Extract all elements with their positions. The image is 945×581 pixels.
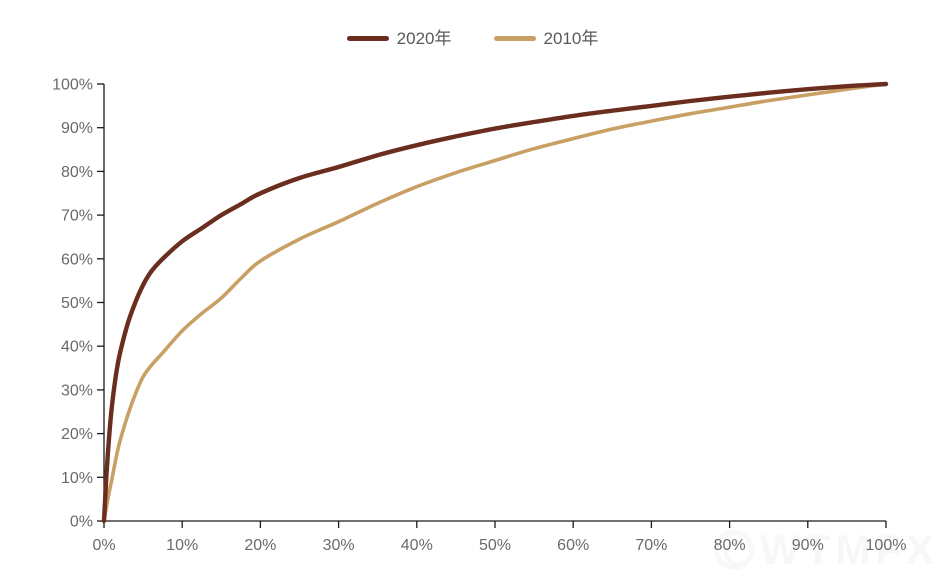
y-axis-tick-label: 20% bbox=[61, 426, 93, 443]
x-axis-tick-label: 40% bbox=[401, 537, 433, 554]
y-axis-tick-label: 10% bbox=[61, 470, 93, 487]
y-axis-tick-label: 70% bbox=[61, 208, 93, 225]
legend-item-2010: 2010年 bbox=[493, 29, 599, 48]
y-axis-tick-label: 90% bbox=[61, 120, 93, 137]
y-axis-tick-label: 60% bbox=[61, 251, 93, 268]
x-axis-tick-label: 90% bbox=[792, 537, 824, 554]
x-axis-tick-label: 50% bbox=[479, 537, 511, 554]
x-axis-tick-label: 0% bbox=[92, 537, 115, 554]
x-axis-tick-label: 20% bbox=[244, 537, 276, 554]
legend-label-2010: 2010年 bbox=[543, 29, 599, 48]
legend-swatch-2020-icon bbox=[346, 36, 389, 41]
y-axis-tick-label: 80% bbox=[61, 164, 93, 181]
legend-item-2020: 2020年 bbox=[346, 29, 452, 48]
series-line-2020年 bbox=[101, 81, 889, 524]
x-axis-tick-label: 70% bbox=[635, 537, 667, 554]
legend: 2020年 2010年 bbox=[0, 30, 945, 47]
series-line-2010年 bbox=[102, 82, 888, 523]
x-axis-tick-label: 80% bbox=[714, 537, 746, 554]
x-axis-tick-label: 10% bbox=[166, 537, 198, 554]
y-axis-tick-label: 0% bbox=[70, 514, 93, 531]
axis-lines bbox=[103, 84, 886, 522]
y-axis-tick-label: 30% bbox=[61, 382, 93, 399]
x-axis-tick-label: 100% bbox=[866, 537, 907, 554]
x-axis-tick-label: 60% bbox=[557, 537, 589, 554]
legend-swatch-2010-icon bbox=[493, 36, 536, 41]
x-axis-tick-label: 30% bbox=[323, 537, 355, 554]
y-axis-tick-label: 100% bbox=[52, 77, 93, 94]
y-axis-tick-label: 50% bbox=[61, 295, 93, 312]
legend-label-2020: 2020年 bbox=[396, 29, 452, 48]
y-axis-tick-label: 40% bbox=[61, 339, 93, 356]
